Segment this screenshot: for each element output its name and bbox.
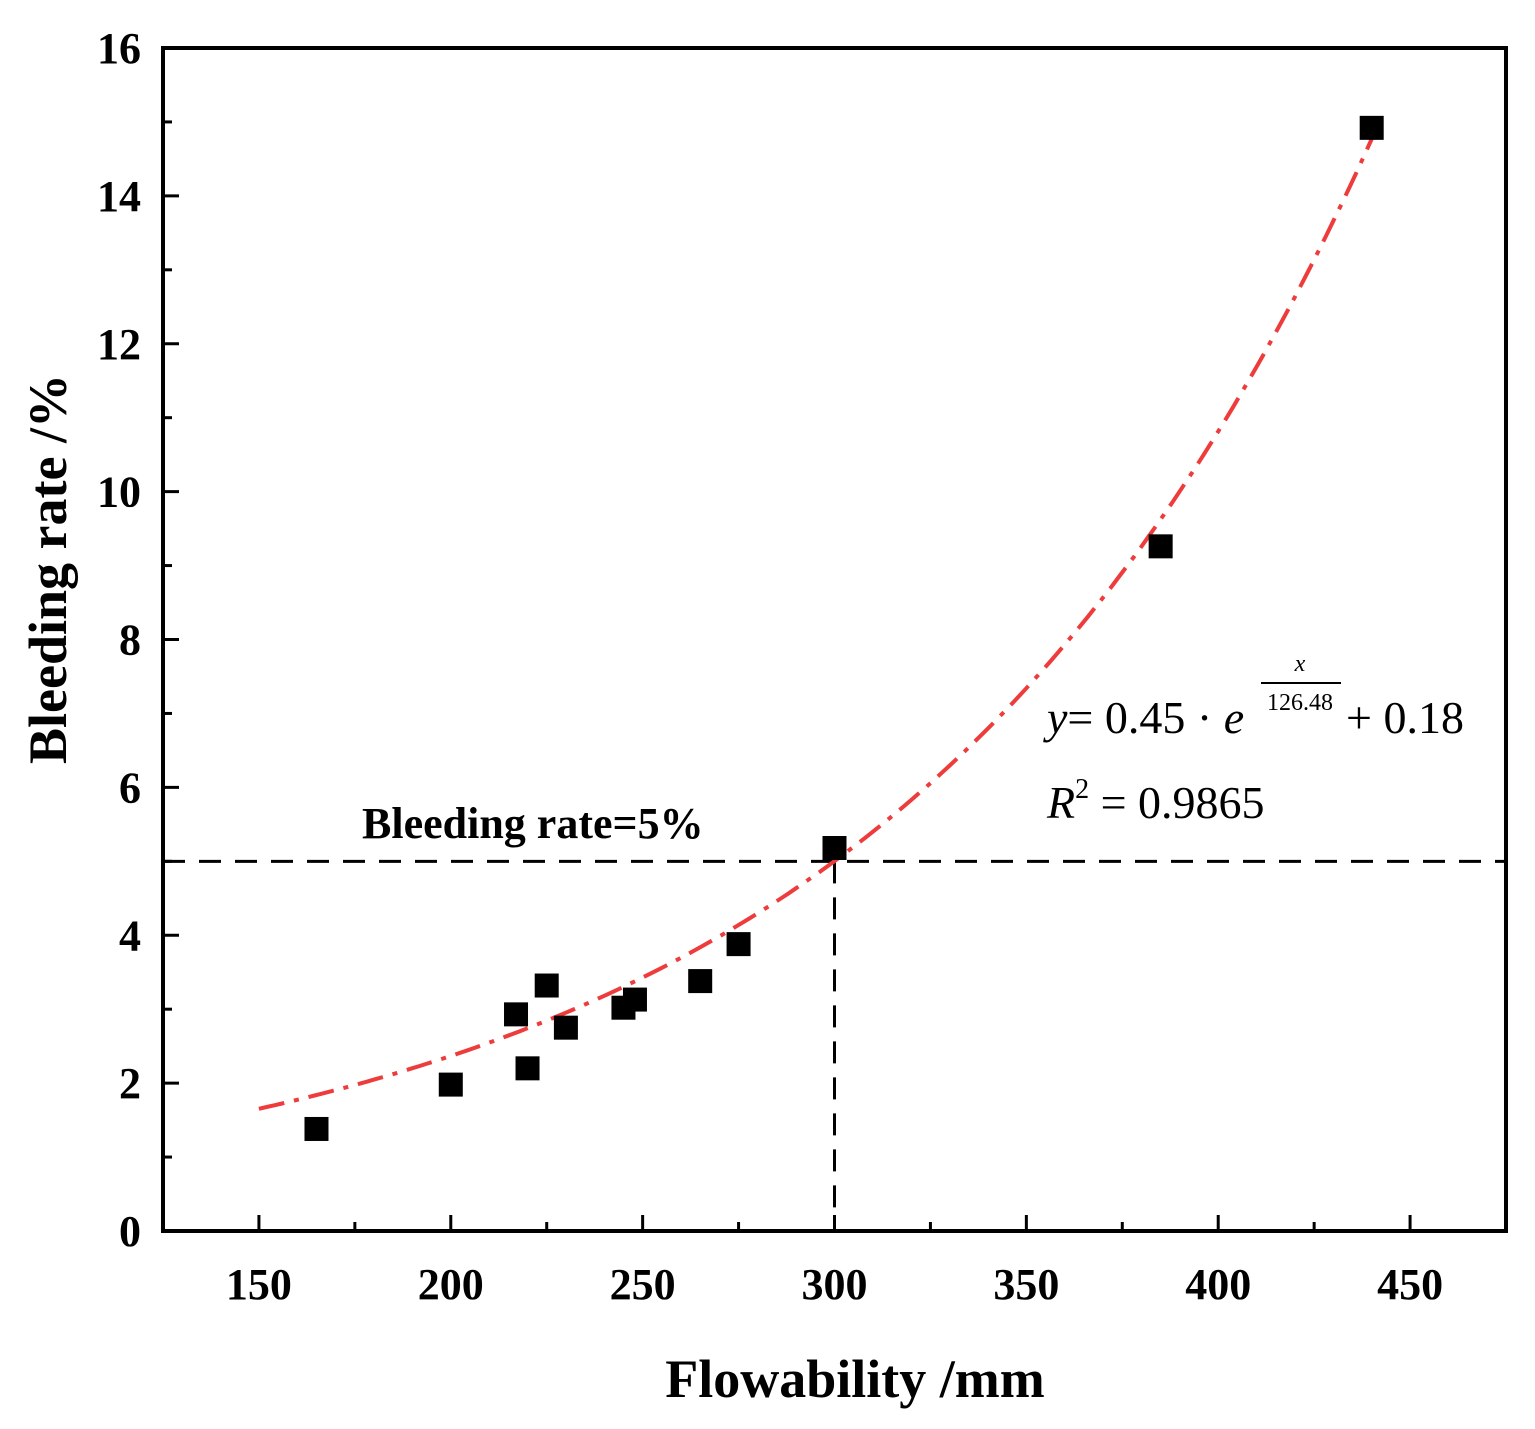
threshold-guides: [163, 859, 1506, 1231]
fit-r-squared: R2 = 0.9865: [1046, 774, 1265, 828]
data-point: [1359, 115, 1384, 140]
threshold-label: Bleeding rate=5%: [362, 799, 704, 848]
x-tick-label: 400: [1185, 1260, 1251, 1309]
fit-equation: y= 0.45 · e x 126.48 + 0.18 R2 = 0.9865: [1043, 651, 1464, 828]
y-tick-label: 16: [97, 24, 141, 73]
x-axis-title: Flowability /mm: [665, 1349, 1044, 1409]
fit-equation-main: y= 0.45 · e: [1043, 692, 1244, 743]
eq-coefficient: = 0.45 ·: [1067, 692, 1223, 743]
eq-r-exponent: 2: [1075, 774, 1089, 805]
y-tick-label: 0: [119, 1207, 141, 1256]
x-tick-label: 150: [226, 1260, 292, 1309]
y-tick-label: 14: [97, 172, 141, 221]
data-point: [822, 836, 847, 861]
eq-exponent-denominator: 126.48: [1267, 690, 1333, 716]
axis-ticks: [161, 46, 1508, 1233]
fit-curve-layer: [258, 138, 1374, 1111]
data-point: [515, 1056, 540, 1081]
y-tick-label: 2: [119, 1059, 141, 1108]
y-tick-labels: 0 2 4 6 8 10 12 14 16: [97, 24, 141, 1256]
eq-r-variable: R: [1046, 777, 1075, 828]
y-tick-label: 6: [119, 763, 141, 812]
eq-constant: + 0.18: [1346, 692, 1464, 743]
data-points: [304, 115, 1384, 1141]
data-point: [726, 932, 751, 957]
fit-curve: [258, 138, 1374, 1111]
eq-y-variable: y: [1043, 692, 1068, 743]
eq-exponent-numerator: x: [1294, 651, 1306, 677]
eq-r-value: = 0.9865: [1089, 777, 1264, 828]
x-tick-label: 300: [802, 1260, 868, 1309]
x-tick-labels: 150 200 250 300 350 400 450: [226, 1260, 1443, 1309]
eq-e-base: e: [1224, 692, 1244, 743]
y-tick-label: 10: [97, 468, 141, 517]
data-point: [553, 1015, 578, 1040]
data-point: [1148, 534, 1173, 559]
data-point: [622, 987, 647, 1012]
y-tick-label: 4: [119, 911, 141, 960]
data-point: [688, 969, 713, 994]
x-tick-label: 350: [993, 1260, 1059, 1309]
data-point: [504, 1002, 529, 1027]
data-point: [438, 1072, 463, 1097]
x-tick-label: 250: [610, 1260, 676, 1309]
data-point: [534, 973, 559, 998]
y-axis-title: Bleeding rate /%: [18, 374, 78, 764]
y-tick-label: 8: [119, 616, 141, 665]
x-tick-label: 200: [418, 1260, 484, 1309]
data-point: [304, 1116, 329, 1141]
x-tick-label: 450: [1377, 1260, 1443, 1309]
y-tick-label: 12: [97, 320, 141, 369]
